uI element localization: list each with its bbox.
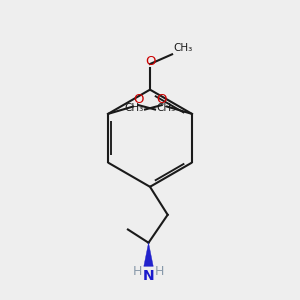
Text: N: N	[143, 269, 154, 283]
Text: H: H	[155, 266, 164, 278]
Text: CH₃: CH₃	[124, 103, 143, 113]
Text: O: O	[134, 93, 144, 106]
Text: CH₃: CH₃	[174, 43, 193, 53]
Text: H: H	[133, 266, 142, 278]
Text: O: O	[156, 93, 166, 106]
Polygon shape	[144, 243, 153, 266]
Text: CH₃: CH₃	[157, 103, 176, 113]
Text: O: O	[145, 55, 155, 68]
